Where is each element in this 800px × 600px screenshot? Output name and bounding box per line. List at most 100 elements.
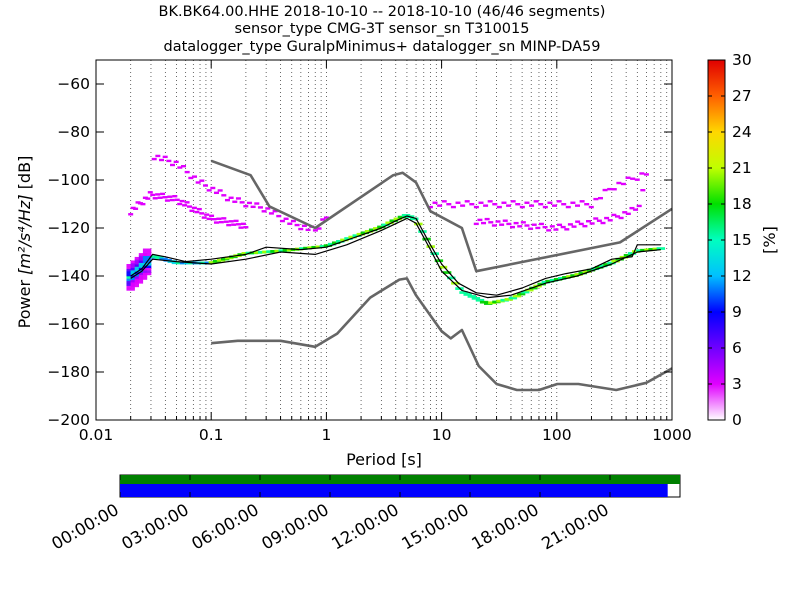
density-cell [142,250,152,254]
outlier-mark [575,220,581,223]
outlier-mark [607,187,613,191]
outlier-mark [160,192,166,196]
density-cell [126,288,135,291]
density-cell [508,296,518,300]
outlier-mark [246,201,252,205]
outlier-mark [515,203,521,206]
outlier-mark [239,201,245,204]
outlier-mark [320,218,326,221]
timeline-tick-label: 18:00:00 [468,500,542,554]
outlier-mark [446,203,452,206]
density-cell [142,248,152,252]
outlier-mark [450,205,456,209]
outlier-mark [145,197,151,200]
outlier-mark [147,191,153,194]
density-cell [422,237,431,241]
outlier-mark [224,198,230,202]
density-cell [142,253,152,257]
outlier-mark [232,200,238,203]
outlier-mark [196,207,202,211]
outlier-mark [602,188,608,192]
outlier-mark [614,215,620,218]
outlier-mark [221,194,227,197]
outlier-mark [552,204,558,207]
outlier-mark [257,206,263,209]
outlier-mark [287,222,293,225]
y-axis-label-suffix: [dB] [15,156,34,195]
outlier-mark [155,193,161,196]
x-tick-label: 10 [432,426,452,444]
outlier-mark [469,203,475,206]
outlier-mark [276,214,282,218]
density-cell [627,252,637,255]
outlier-mark [560,225,566,229]
outlier-mark [524,224,530,227]
outlier-mark [140,202,146,206]
density-cell [463,293,472,296]
outlier-mark [528,227,534,230]
density-cell [134,278,144,282]
x-tick-label: 100 [542,426,572,444]
colorbar-tick-label: 6 [732,339,742,357]
outlier-mark [630,177,636,180]
outlier-mark [460,204,466,207]
outlier-mark [283,217,289,220]
density-cell [418,230,427,233]
outlier-mark [640,188,646,192]
outlier-mark [204,213,210,216]
outlier-mark [535,226,541,230]
plot-frame [95,59,673,421]
outlier-mark [604,216,610,220]
y-tick-label: −200 [47,411,90,429]
density-cell [594,265,604,269]
outlier-mark [506,204,512,207]
density-cell [385,221,394,225]
y-axis-label: Power [m²/s⁴/Hz] [dB] [15,156,34,329]
outlier-mark [189,209,195,213]
colorbar-tick-label: 15 [732,231,752,249]
outlier-mark [499,223,505,226]
outlier-mark [464,200,470,203]
outlier-mark [556,200,562,203]
outlier-mark [162,196,168,199]
outlier-mark [593,197,599,201]
noise-model-low-line [211,277,673,392]
y-axis-label-prefix: Power [15,275,34,328]
outlier-mark [173,160,179,164]
density-cell [381,223,390,227]
outlier-mark [578,222,584,226]
x-tick-label: 1000 [652,426,691,444]
outlier-mark [211,217,217,221]
outlier-mark [272,209,278,213]
density-cell [586,268,596,272]
outlier-mark [519,205,525,209]
density-cell [142,270,152,273]
outlier-mark [195,181,201,184]
outlier-mark [496,205,502,209]
density-cell [525,288,534,292]
y-tick-label: −140 [47,267,90,285]
outlier-mark [597,196,603,200]
density-cell [340,238,349,242]
density-cell [138,277,148,280]
outlier-mark [622,211,628,214]
outlier-mark [557,223,563,227]
series-lines [130,159,673,392]
outlier-mark [553,228,559,231]
density-cell [447,276,456,280]
outlier-mark [128,213,134,216]
density-cell [578,271,587,275]
outlier-mark [152,197,158,200]
outlier-mark [298,227,304,231]
density-cell [603,263,612,266]
outlier-mark [441,200,447,203]
timeline-tick-label: 09:00:00 [258,500,332,554]
outlier-mark [199,212,205,215]
density-cell [529,286,538,290]
y-tick-label: −180 [47,363,90,381]
outlier-mark [487,200,493,203]
timeline-tick-label: 03:00:00 [118,500,192,554]
outlier-mark [529,204,535,207]
colorbar-tick-label: 27 [732,87,752,105]
outlier-mark [250,205,256,209]
